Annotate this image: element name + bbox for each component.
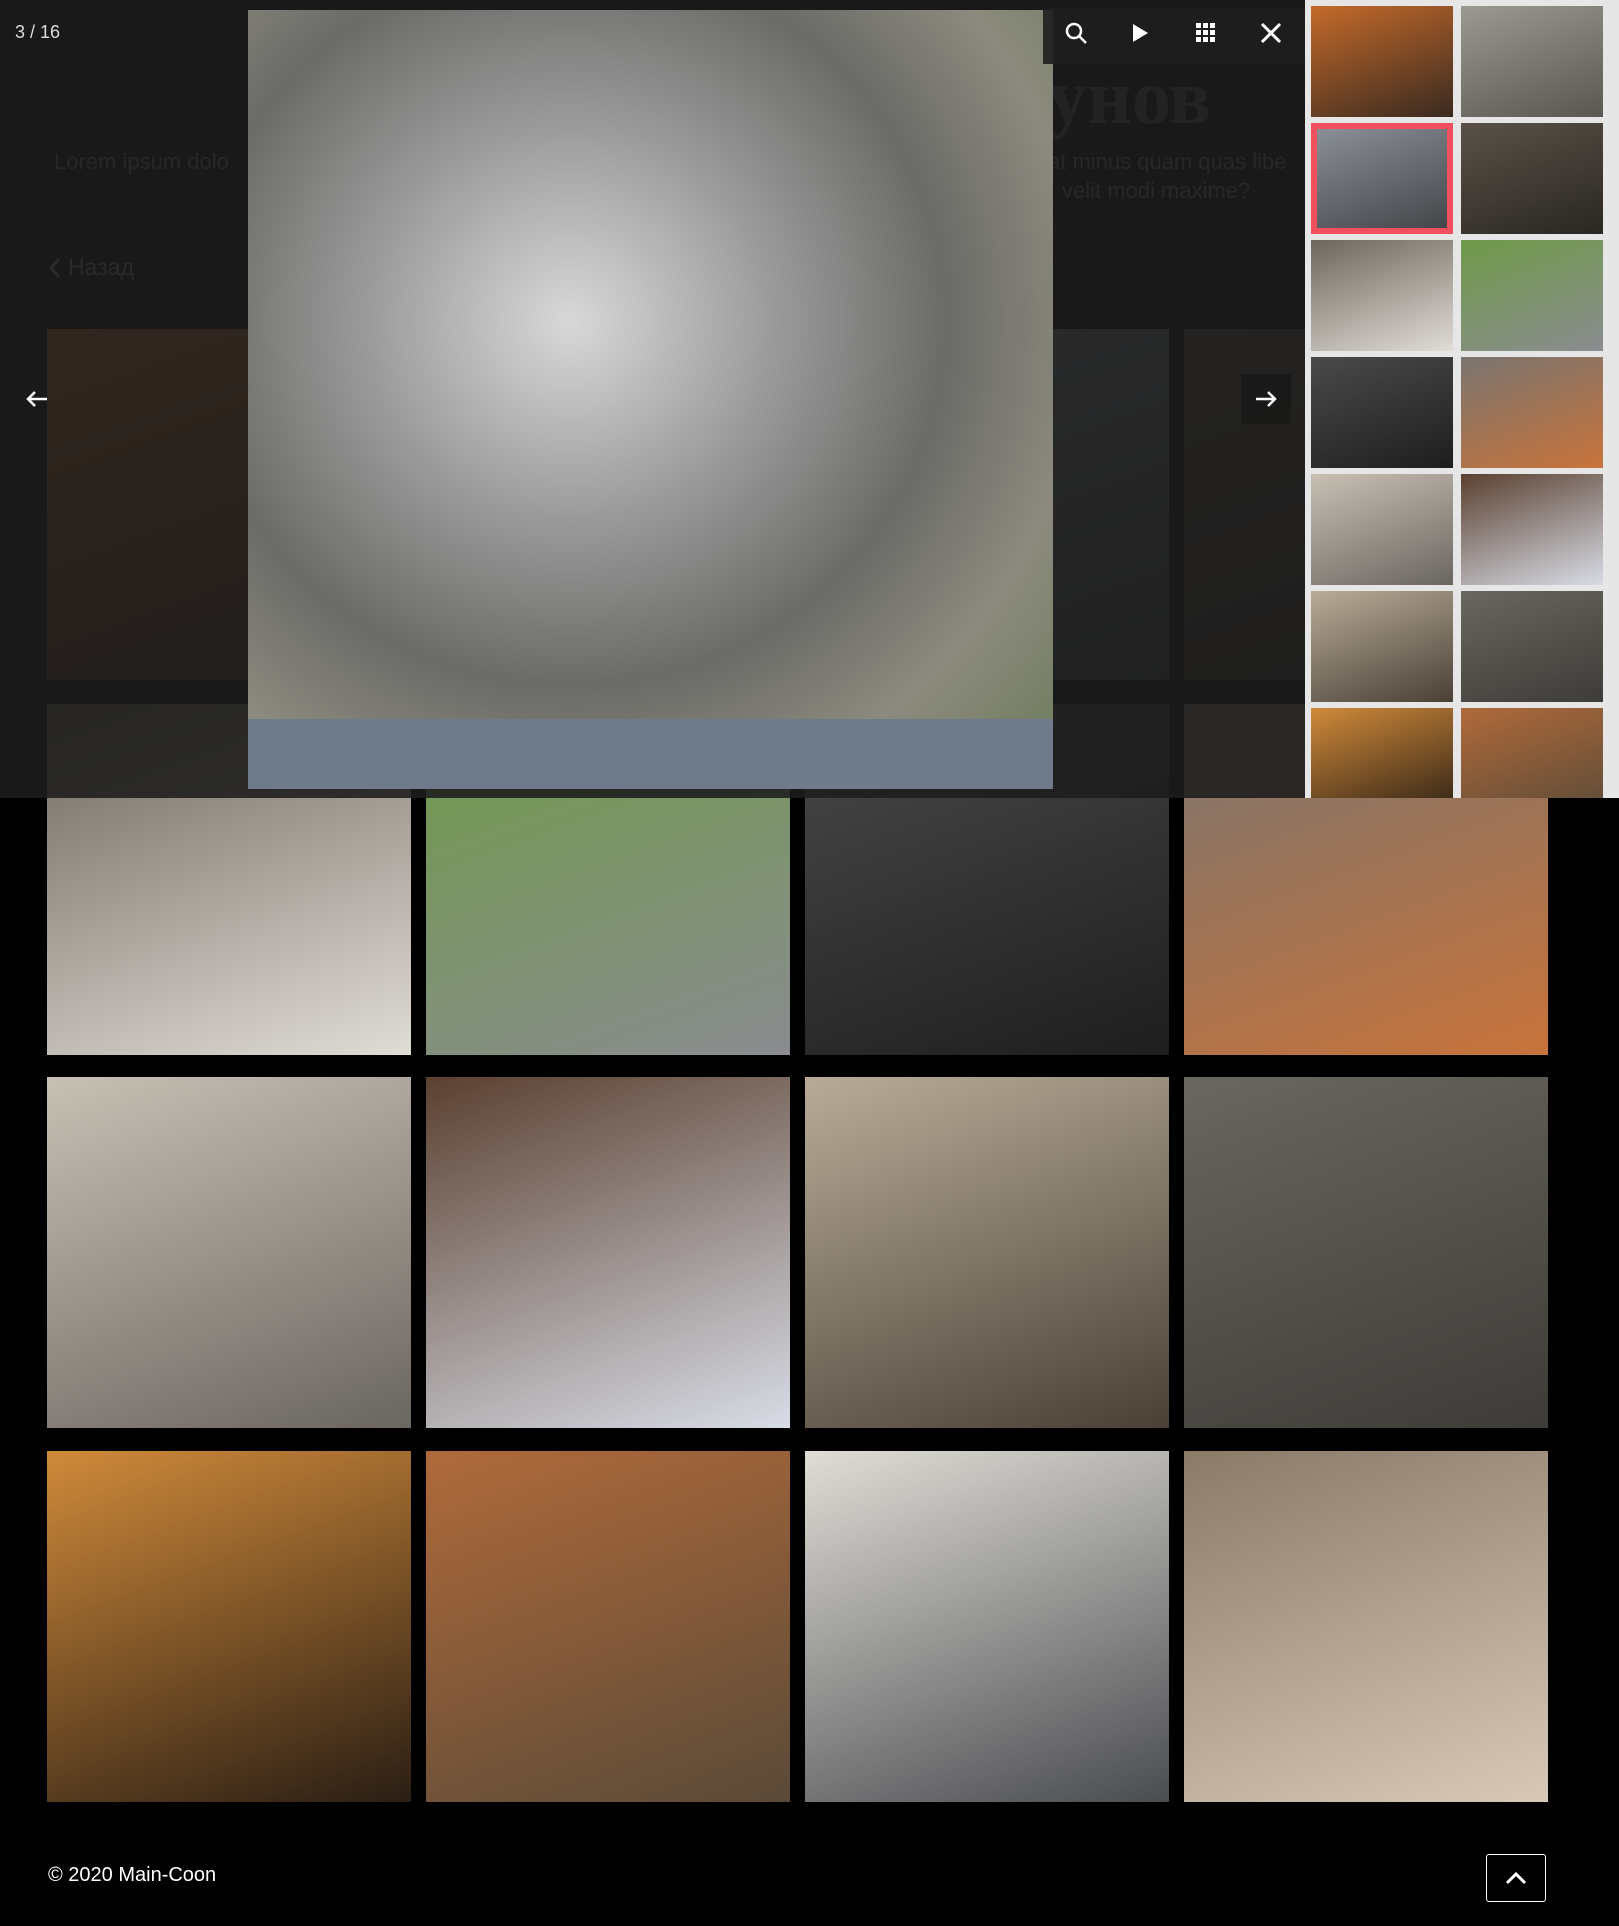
footer-copyright: © 2020 Main-Coon — [48, 1864, 217, 1886]
thumbnail-panel — [1305, 0, 1619, 798]
up-icon — [1505, 1871, 1527, 1885]
gallery-photo[interactable] — [47, 1077, 411, 1428]
thumbnail[interactable] — [1311, 708, 1453, 798]
gallery-photo[interactable] — [1184, 1077, 1548, 1428]
close-icon — [1260, 22, 1282, 44]
gallery-photo[interactable] — [426, 1077, 790, 1428]
thumbnail[interactable] — [1311, 6, 1453, 117]
play-icon — [1133, 24, 1148, 42]
prev-button[interactable] — [12, 374, 62, 424]
gallery-photo[interactable] — [47, 1451, 411, 1802]
gallery-photo[interactable] — [426, 1451, 790, 1802]
zoom-button[interactable] — [1051, 8, 1101, 58]
thumbnail[interactable] — [1461, 123, 1603, 234]
arrow-left-icon — [26, 391, 47, 407]
thumbnail[interactable] — [1311, 357, 1453, 468]
thumbnail[interactable] — [1311, 240, 1453, 351]
toolbar — [1043, 8, 1305, 64]
thumbnail[interactable] — [1461, 591, 1603, 702]
zoom-icon — [1065, 22, 1087, 44]
thumbnail[interactable] — [1461, 240, 1603, 351]
thumbnail[interactable] — [1461, 6, 1603, 117]
gallery-photo[interactable] — [805, 1077, 1169, 1428]
lightbox-counter: 3 / 16 — [15, 22, 61, 42]
main-image — [248, 10, 1053, 789]
gallery-photo[interactable] — [805, 1451, 1169, 1802]
scroll-top-button[interactable] — [1486, 1854, 1546, 1902]
thumbnails-button[interactable] — [1181, 8, 1231, 58]
thumbnail-active[interactable] — [1311, 123, 1453, 234]
slideshow-button[interactable] — [1115, 8, 1165, 58]
thumbnail[interactable] — [1311, 591, 1453, 702]
next-button[interactable] — [1241, 374, 1291, 424]
arrow-right-icon — [1256, 391, 1277, 407]
close-button[interactable] — [1246, 8, 1296, 58]
gallery-photo[interactable] — [1184, 1451, 1548, 1802]
thumbnail[interactable] — [1461, 357, 1603, 468]
lightbox: 3 / 16 — [0, 0, 1619, 798]
grid-icon — [1196, 23, 1215, 42]
thumbnail[interactable] — [1461, 708, 1603, 798]
image-mat — [248, 719, 1053, 789]
thumbnail[interactable] — [1311, 474, 1453, 585]
thumbnail[interactable] — [1461, 474, 1603, 585]
